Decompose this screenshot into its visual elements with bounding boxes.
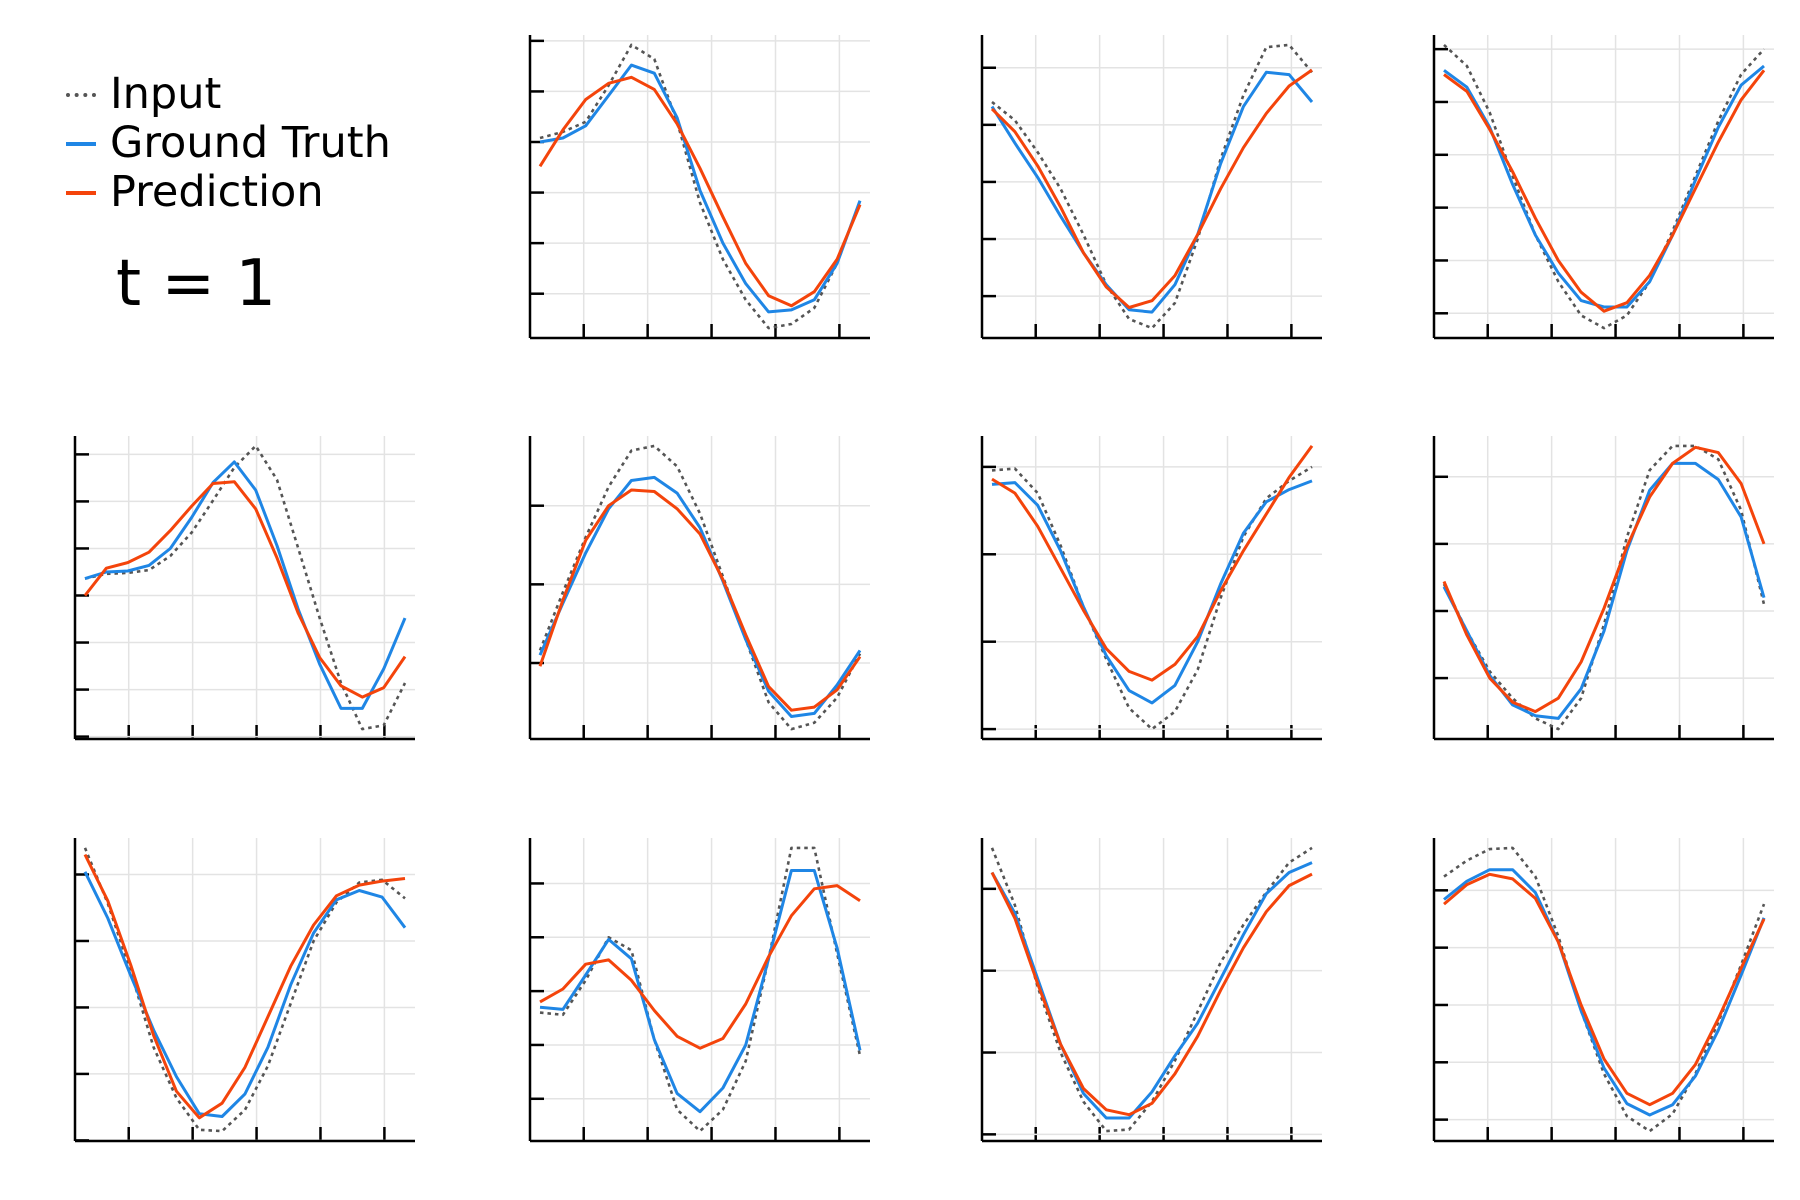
prediction-series-line <box>991 445 1314 682</box>
subplot-9 <box>528 838 870 1143</box>
subplot-8 <box>73 838 415 1143</box>
prediction-series-line <box>538 75 862 308</box>
subplot-7 <box>1432 436 1774 741</box>
input-series-line <box>1443 43 1765 330</box>
subplot-2 <box>980 35 1322 340</box>
input-series-line <box>991 43 1313 330</box>
prediction-series-line <box>83 480 407 699</box>
input-series-line <box>84 444 407 731</box>
ground-truth-series-line <box>83 871 407 1118</box>
input-series-line <box>1442 444 1766 731</box>
ground-truth-series-line <box>990 70 1314 314</box>
input-series-line <box>538 444 862 731</box>
input-series-line <box>991 465 1313 731</box>
prediction-series-line <box>990 871 1313 1117</box>
subplot-5 <box>528 436 870 741</box>
prediction-series-line <box>539 884 861 1050</box>
prediction-series-line <box>1442 445 1766 714</box>
ground-truth-series-line <box>991 479 1313 705</box>
legend: Input Ground Truth Prediction <box>66 70 391 217</box>
prediction-series-line <box>538 488 862 712</box>
legend-swatch-input <box>66 92 96 97</box>
ground-truth-series-line <box>538 475 862 718</box>
legend-item-input: Input <box>66 70 391 119</box>
legend-label-prediction: Prediction <box>110 167 324 217</box>
subplot-6 <box>980 436 1322 741</box>
prediction-series-line <box>1443 69 1766 313</box>
legend-item-ground-truth: Ground Truth <box>66 119 391 168</box>
subplot-10 <box>980 838 1322 1143</box>
subplot-11 <box>1432 838 1774 1143</box>
legend-swatch-ground-truth <box>66 141 96 146</box>
input-series-line <box>539 43 862 330</box>
subplot-3 <box>1432 35 1774 340</box>
input-series-line <box>1443 846 1766 1133</box>
ground-truth-series-line <box>539 63 862 314</box>
subplot-4 <box>73 436 415 741</box>
input-series-line <box>539 846 862 1133</box>
legend-item-prediction: Prediction <box>66 168 391 217</box>
legend-label-ground-truth: Ground Truth <box>110 118 391 168</box>
subplot-1 <box>528 35 870 340</box>
prediction-series-line <box>1443 872 1766 1107</box>
prediction-series-line <box>83 853 406 1120</box>
legend-label-input: Input <box>110 69 222 119</box>
legend-swatch-prediction <box>66 190 96 195</box>
time-step-label: t = 1 <box>116 247 277 321</box>
ground-truth-series-line <box>1443 868 1766 1117</box>
prediction-series-line <box>990 68 1313 309</box>
ground-truth-series-line <box>84 460 407 710</box>
